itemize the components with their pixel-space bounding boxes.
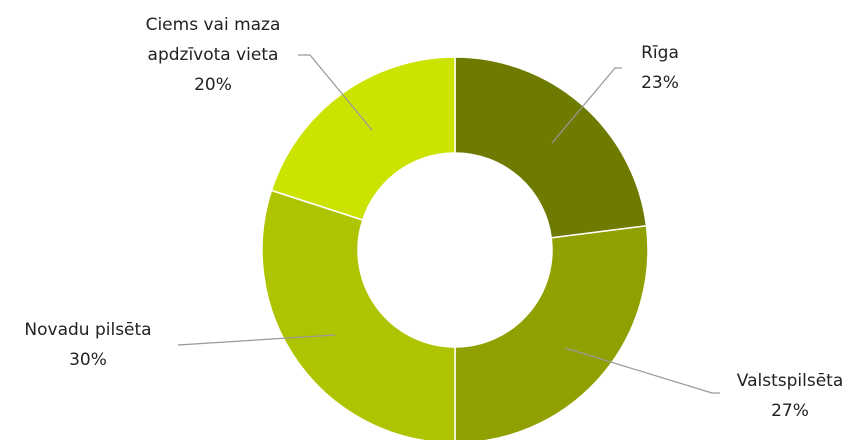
category-label: Rīga <box>641 43 679 63</box>
leader-line <box>177 334 336 346</box>
slice-label: Novadu pilsēta 30% <box>0 315 176 375</box>
value-label: 30% <box>69 350 107 370</box>
leader-line <box>298 54 373 131</box>
leader-line <box>551 67 622 144</box>
category-label: Ciems vai maza apdzīvota vieta <box>145 15 281 65</box>
donut-slice <box>454 224 649 440</box>
value-label: 20% <box>194 75 232 95</box>
value-label: 27% <box>771 401 809 421</box>
slice-label: Rīga 23% <box>600 38 720 98</box>
category-label: Valstspilsēta <box>736 371 844 391</box>
slice-label: Valstspilsēta 27% <box>710 366 853 426</box>
donut-slice <box>261 189 456 440</box>
value-label: 23% <box>641 73 679 93</box>
slice-label: Ciems vai maza apdzīvota vieta 20% <box>118 10 308 100</box>
donut-slice <box>270 56 456 221</box>
donut-slice <box>454 56 648 239</box>
leader-line <box>564 347 720 394</box>
category-label: Novadu pilsēta <box>24 320 152 340</box>
